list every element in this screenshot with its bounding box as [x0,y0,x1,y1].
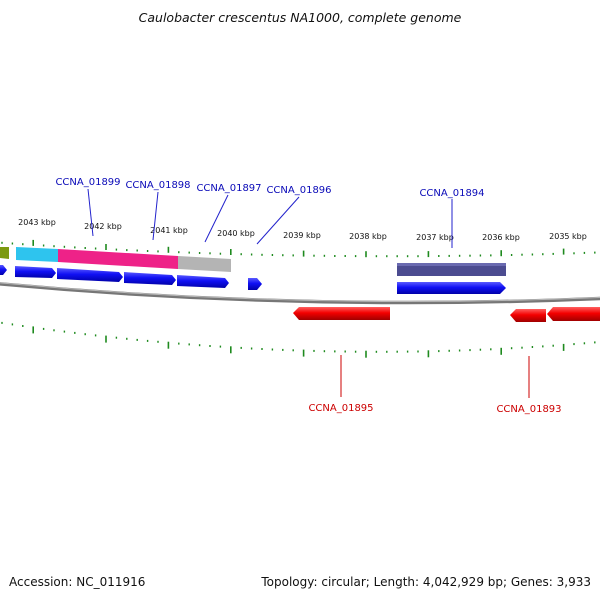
forward-gene-labels: CCNA_01899 CCNA_01898 CCNA_01897 CCNA_01… [55,177,484,199]
kbp-label: 2039 kbp [283,231,321,240]
reverse-label-leaders [340,355,530,398]
gene-arrow-forward[interactable] [57,268,123,282]
gene-label-ccna-01893[interactable]: CCNA_01893 [496,404,561,415]
feature-band [0,247,506,276]
gene-arrow-forward[interactable] [177,275,229,288]
gene-label-ccna-01895[interactable]: CCNA_01895 [308,403,373,414]
kbp-label: 2040 kbp [217,229,255,238]
feature-segment-olive [0,247,9,259]
feature-segment-cyan [16,247,58,262]
gene-label-ccna-01897[interactable]: CCNA_01897 [196,183,261,194]
gene-arrow-forward[interactable] [248,278,262,290]
forward-strand-genes [0,265,506,294]
gene-arrow-forward[interactable] [0,265,7,275]
gene-label-ccna-01898[interactable]: CCNA_01898 [125,180,190,191]
kbp-label: 2037 kbp [416,233,454,242]
feature-segment-purple [397,263,506,276]
genome-backbone-highlight [0,282,600,303]
accession-text: Accession: NC_011916 [9,575,145,589]
gene-arrow-forward[interactable] [124,272,176,285]
genome-title: Caulobacter crescentus NA1000, complete … [139,10,462,25]
gene-arrow-ccna-01895[interactable] [293,307,390,320]
feature-segment-purple-highlight [397,263,506,266]
reverse-strand-genes [293,307,600,322]
kbp-label: 2043 kbp [18,218,56,227]
gene-label-ccna-01894[interactable]: CCNA_01894 [419,188,484,199]
kbp-label: 2038 kbp [349,232,387,241]
gene-label-ccna-01899[interactable]: CCNA_01899 [55,177,120,188]
kbp-label: 2035 kbp [549,232,587,241]
gene-arrow-forward[interactable] [15,266,56,278]
gene-arrow-reverse[interactable] [547,307,600,321]
genome-backbone [0,282,600,305]
gene-label-ccna-01896[interactable]: CCNA_01896 [266,185,331,196]
inner-tick-ring [1,321,596,358]
forward-label-leaders [87,188,453,248]
feature-segment-gray [178,256,231,272]
genome-stats-text: Topology: circular; Length: 4,042,929 bp… [260,575,591,589]
reverse-gene-labels: CCNA_01895 CCNA_01893 [308,403,561,415]
outer-tick-ring [1,239,596,258]
gene-arrow-ccna-01894[interactable] [397,282,506,294]
feature-segment-magenta [58,249,178,269]
kbp-label: 2042 kbp [84,222,122,231]
kbp-label: 2036 kbp [482,233,520,242]
coordinate-labels: 2043 kbp 2042 kbp 2041 kbp 2040 kbp 2039… [18,218,587,242]
gene-arrow-ccna-01893[interactable] [510,309,546,322]
kbp-label: 2041 kbp [150,226,188,235]
